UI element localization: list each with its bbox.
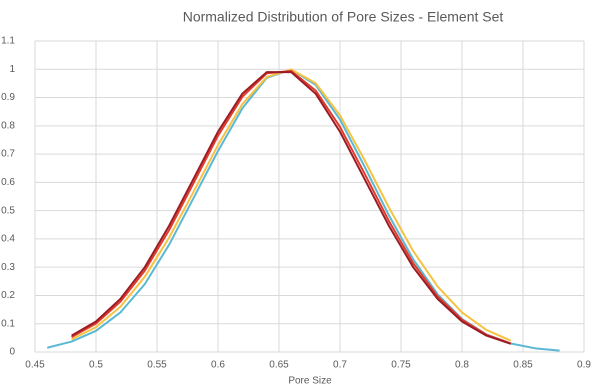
- x-axis-label: Pore Size: [288, 376, 332, 387]
- x-tick-label: 0.6: [211, 360, 225, 371]
- y-tick-label: 0.8: [1, 120, 15, 131]
- y-tick-label: 0.3: [1, 262, 15, 273]
- x-tick-label: 0.8: [455, 360, 469, 371]
- chart-title: Normalized Distribution of Pore Sizes - …: [183, 9, 504, 25]
- y-tick-label: 0.6: [1, 177, 15, 188]
- y-tick-label: 0.9: [1, 92, 15, 103]
- x-tick-label: 0.55: [147, 360, 167, 371]
- x-tick-label: 0.45: [25, 360, 45, 371]
- y-tick-label: 1.1: [1, 36, 15, 47]
- y-tick-label: 0.1: [1, 318, 15, 329]
- x-tick-label: 0.7: [333, 360, 347, 371]
- y-tick-label: 1: [9, 64, 15, 75]
- x-tick-label: 0.85: [513, 360, 533, 371]
- x-tick-label: 0.75: [391, 360, 411, 371]
- series-line: [71, 71, 512, 345]
- y-tick-label: 0.7: [1, 149, 15, 160]
- x-tick-label: 0.9: [577, 360, 591, 371]
- y-tick-label: 0.2: [1, 290, 15, 301]
- series-line: [71, 68, 512, 342]
- y-tick-label: 0.4: [1, 234, 15, 245]
- x-tick-label: 0.65: [269, 360, 289, 371]
- series-line: [46, 68, 560, 352]
- y-tick-label: 0.5: [1, 205, 15, 216]
- y-tick-label: 0: [9, 347, 15, 358]
- series-line: [71, 69, 512, 345]
- x-tick-label: 0.5: [89, 360, 103, 371]
